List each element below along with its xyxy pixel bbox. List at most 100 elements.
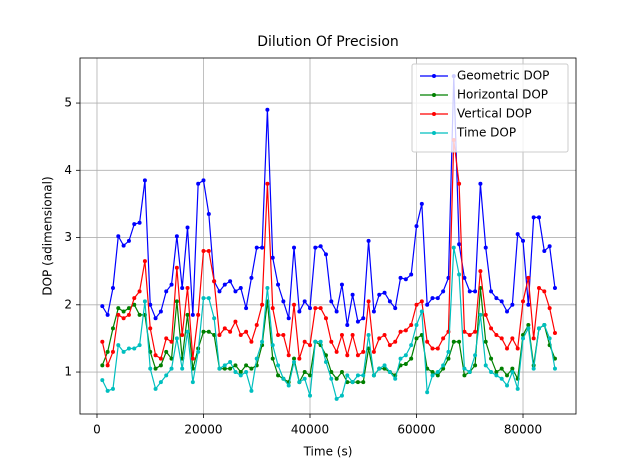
data-point (318, 339, 323, 344)
data-point (478, 181, 483, 186)
data-point (222, 366, 227, 371)
data-point (441, 366, 446, 371)
data-point (542, 322, 547, 327)
legend-label: Vertical DOP (457, 107, 532, 121)
data-point (414, 336, 419, 341)
data-point (153, 353, 158, 358)
data-point (132, 346, 137, 351)
data-point (515, 232, 520, 237)
data-point (158, 380, 163, 385)
data-point (329, 370, 334, 375)
data-point (478, 312, 483, 317)
legend-label: Geometric DOP (457, 69, 549, 83)
data-point (185, 312, 190, 317)
data-point (462, 329, 467, 334)
data-point (164, 336, 169, 341)
data-point (196, 312, 201, 317)
data-point (100, 378, 105, 383)
data-point (233, 289, 238, 294)
data-point (387, 299, 392, 304)
data-point (366, 238, 371, 243)
data-point (249, 275, 254, 280)
data-point (238, 370, 243, 375)
data-point (536, 285, 541, 290)
data-point (462, 366, 467, 371)
data-point (297, 356, 302, 361)
data-point (531, 215, 536, 220)
data-point (238, 373, 243, 378)
data-point (270, 356, 275, 361)
data-point (483, 339, 488, 344)
legend-box (411, 63, 569, 153)
x-tick-label: 60000 (397, 423, 435, 437)
data-point (196, 181, 201, 186)
data-point (419, 309, 424, 314)
data-point (467, 289, 472, 294)
data-point (334, 309, 339, 314)
data-point (249, 339, 254, 344)
data-point (505, 373, 510, 378)
data-point (270, 255, 275, 260)
data-point (547, 336, 552, 341)
data-point (552, 331, 557, 336)
data-point (148, 366, 153, 371)
data-point (100, 339, 105, 344)
data-point (345, 373, 350, 378)
data-point (180, 366, 185, 371)
data-point (318, 306, 323, 311)
data-point (377, 366, 382, 371)
data-point (323, 316, 328, 321)
data-point (526, 275, 531, 280)
data-point (441, 336, 446, 341)
data-point (409, 322, 414, 327)
data-point (339, 370, 344, 375)
data-point (206, 248, 211, 253)
data-point (355, 373, 360, 378)
data-point (355, 353, 360, 358)
data-point (105, 388, 110, 393)
data-point (254, 245, 259, 250)
data-point (510, 302, 515, 307)
data-point (350, 380, 355, 385)
data-point (457, 242, 462, 247)
data-point (510, 370, 515, 375)
data-point (510, 366, 515, 371)
data-point (126, 238, 131, 243)
data-point (249, 388, 254, 393)
data-point (329, 299, 334, 304)
data-point (110, 285, 115, 290)
data-point (494, 296, 499, 301)
data-point (142, 178, 147, 183)
data-point (515, 386, 520, 391)
data-point (350, 333, 355, 338)
data-point (355, 380, 360, 385)
data-point (457, 272, 462, 277)
data-point (446, 356, 451, 361)
series-line (101, 247, 556, 400)
data-point (339, 282, 344, 287)
y-axis-label: DOP (adimensional) (41, 176, 55, 295)
data-point (489, 289, 494, 294)
data-point (137, 312, 142, 317)
data-point (435, 373, 440, 378)
legend-marker (432, 112, 436, 116)
data-point (212, 316, 217, 321)
data-point (153, 316, 158, 321)
data-point (313, 339, 318, 344)
data-point (361, 373, 366, 378)
data-point (212, 333, 217, 338)
data-point (350, 292, 355, 297)
x-tick-label: 80000 (504, 423, 542, 437)
data-point (105, 349, 110, 354)
x-tick-label: 0 (93, 423, 101, 437)
legend-marker (432, 93, 436, 97)
data-point (499, 376, 504, 381)
data-point (137, 220, 142, 225)
data-point (286, 353, 291, 358)
data-point (222, 326, 227, 331)
data-point (116, 343, 121, 348)
y-tick-label: 5 (64, 96, 72, 110)
data-point (345, 353, 350, 358)
data-point (499, 299, 504, 304)
data-point (158, 356, 163, 361)
